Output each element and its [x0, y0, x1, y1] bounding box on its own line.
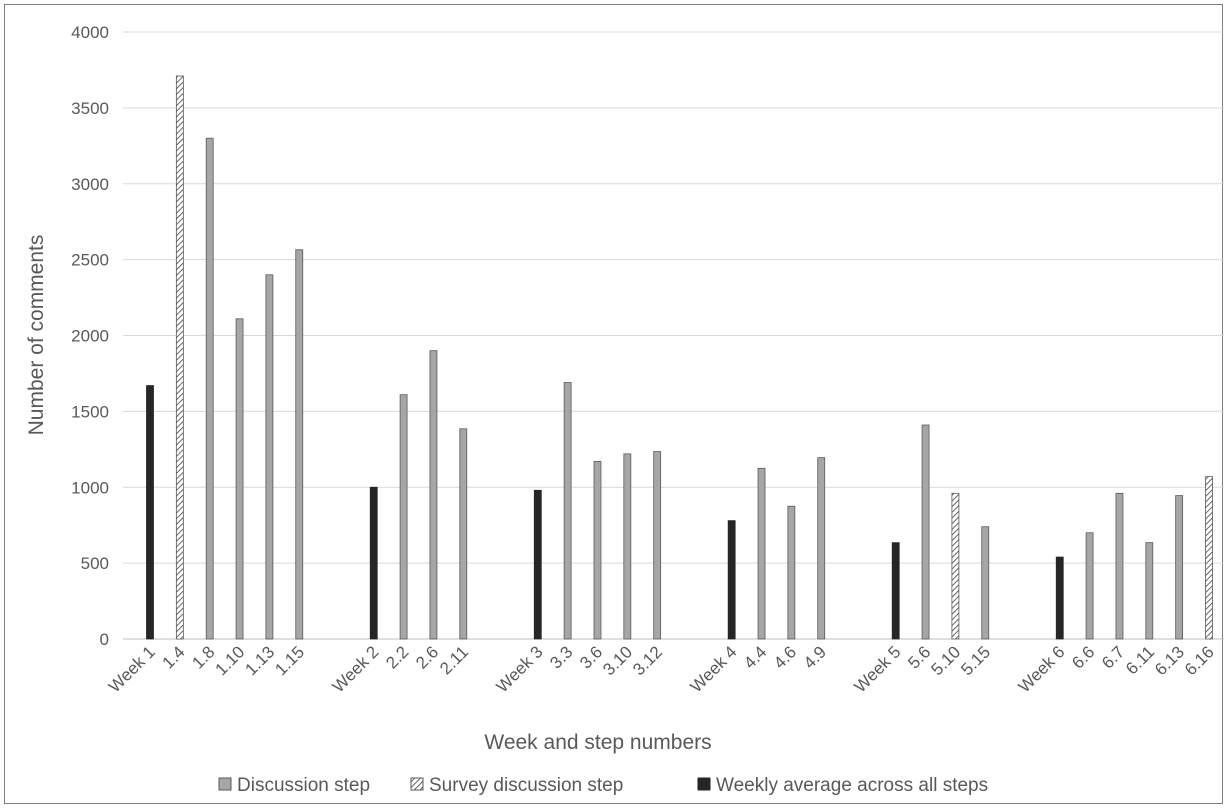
y-tick-label: 0 — [100, 630, 109, 649]
gridlines — [123, 31, 1224, 640]
x-tick-label: Week 4 — [687, 642, 741, 696]
bar-discussion — [459, 428, 468, 640]
legend-swatch-survey — [410, 777, 424, 791]
bar-discussion — [1145, 542, 1154, 640]
x-tick-label: Week 1 — [105, 642, 159, 696]
x-tick-label: 3.10 — [599, 642, 636, 679]
bar-discussion — [265, 274, 274, 640]
bar-discussion — [429, 350, 438, 640]
bar-discussion — [1175, 495, 1184, 640]
bar-average — [891, 542, 900, 640]
bar-survey — [1205, 476, 1213, 640]
bar-discussion — [921, 424, 930, 640]
bar-average — [533, 489, 542, 640]
bars — [146, 75, 1213, 640]
x-tick-label: 3.3 — [546, 642, 576, 672]
x-tick-label: 6.6 — [1068, 642, 1098, 672]
x-axis-title: Week and step numbers — [484, 731, 711, 754]
x-tick-label: 4.9 — [800, 642, 830, 672]
bar-discussion — [399, 394, 408, 640]
y-tick-label: 3000 — [71, 175, 109, 194]
y-tick-label: 1500 — [71, 402, 109, 421]
x-tick-label: Week 2 — [329, 642, 383, 696]
legend-swatch-discussion — [218, 777, 232, 791]
bar-discussion — [593, 461, 602, 640]
x-tick-label: Week 6 — [1015, 642, 1069, 696]
x-tick-label: 5.10 — [927, 642, 964, 679]
legend-label-average: Weekly average across all steps — [716, 775, 988, 796]
bar-average — [1055, 556, 1064, 640]
bar-average — [369, 486, 378, 640]
x-tick-label: 1.15 — [271, 642, 308, 679]
x-tick-label: 2.6 — [412, 642, 442, 672]
x-tick-label: 1.4 — [159, 642, 189, 672]
bar-discussion — [295, 249, 304, 640]
x-tick-label: 4.4 — [740, 642, 770, 672]
x-tick-label: 3.12 — [629, 642, 666, 679]
y-tick-label: 500 — [81, 554, 109, 573]
legend-label-survey: Survey discussion step — [429, 775, 623, 796]
x-tick-label: 4.6 — [770, 642, 800, 672]
bar-discussion — [563, 382, 572, 640]
legend: Discussion step Survey discussion step Wee… — [218, 775, 988, 796]
x-tick-label: 2.2 — [382, 642, 412, 672]
bar-discussion — [817, 457, 826, 640]
bar-average — [146, 385, 154, 640]
x-tick-label: 2.11 — [436, 642, 472, 678]
x-tick-label: 6.16 — [1181, 642, 1218, 679]
bar-survey — [175, 75, 184, 640]
bar-discussion — [1115, 492, 1124, 640]
bar-discussion — [653, 451, 662, 640]
bar-discussion — [787, 505, 796, 640]
x-tick-labels: Week 1 1.4 1.81.101.131.15 Week 2 2.2 2.62.11… — [105, 642, 1218, 696]
bar-discussion — [981, 526, 990, 640]
y-axis-title: Number of comments — [25, 235, 48, 436]
y-tick-label: 2000 — [71, 327, 109, 346]
y-tick-label: 3500 — [71, 99, 109, 118]
x-tick-label: 6.7 — [1098, 642, 1128, 672]
legend-label-discussion: Discussion step — [237, 775, 370, 796]
x-tick-label: 6.11 — [1122, 642, 1158, 678]
x-tick-label: 5.15 — [957, 642, 994, 679]
bar-discussion — [235, 318, 244, 640]
bar-discussion — [623, 453, 632, 640]
bar-average — [727, 520, 736, 640]
bar-discussion — [1085, 532, 1094, 640]
y-tick-labels: 0 500 1000 1500 2000 2500 3000 3500 4000 — [71, 23, 109, 649]
x-tick-label: 6.13 — [1151, 642, 1188, 679]
bar-discussion — [205, 137, 214, 640]
x-tick-label: Week 3 — [493, 642, 547, 696]
y-tick-label: 4000 — [71, 23, 109, 42]
y-tick-label: 1000 — [71, 478, 109, 497]
x-tick-label: Week 5 — [851, 642, 905, 696]
bar-discussion — [757, 467, 766, 640]
x-tick-label: 1.13 — [241, 642, 278, 679]
y-tick-label: 2500 — [71, 251, 109, 270]
x-tick-label: 1.10 — [212, 642, 249, 679]
legend-swatch-average — [697, 777, 711, 791]
bar-survey — [951, 492, 960, 640]
